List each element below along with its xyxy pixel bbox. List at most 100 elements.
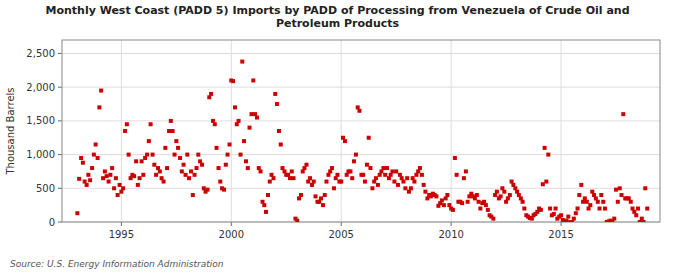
point <box>193 173 197 177</box>
point <box>215 146 219 150</box>
point <box>213 122 217 126</box>
point <box>147 139 151 143</box>
point <box>620 193 624 197</box>
point <box>103 169 107 173</box>
point <box>158 169 162 173</box>
point <box>405 176 409 180</box>
point <box>348 169 352 173</box>
point <box>616 200 620 204</box>
point <box>268 180 272 184</box>
point <box>352 159 356 163</box>
point <box>97 105 101 109</box>
point <box>442 203 446 207</box>
point <box>271 176 275 180</box>
point <box>79 156 83 160</box>
point <box>502 190 506 194</box>
grid <box>62 40 660 222</box>
point <box>145 153 149 157</box>
y-axis-label: Thousand Barrels <box>5 87 16 175</box>
x-tick-label: 2005 <box>328 229 353 240</box>
grid-line <box>62 53 660 54</box>
point <box>390 169 394 173</box>
point <box>460 201 464 205</box>
point <box>154 173 158 177</box>
point <box>127 153 131 157</box>
point <box>385 166 389 170</box>
grid-line <box>231 40 232 222</box>
point <box>376 183 380 187</box>
point <box>244 159 248 163</box>
point <box>565 219 569 222</box>
point <box>209 92 213 96</box>
point <box>116 193 120 197</box>
point <box>343 139 347 143</box>
point <box>451 208 455 212</box>
point <box>110 166 114 170</box>
point <box>629 200 633 204</box>
point <box>477 200 481 204</box>
point <box>242 139 246 143</box>
x-tick <box>451 222 452 226</box>
point <box>403 186 407 190</box>
point <box>579 183 583 187</box>
point <box>288 176 292 180</box>
point <box>462 176 466 180</box>
point <box>312 180 316 184</box>
point <box>174 139 178 143</box>
point <box>88 178 92 182</box>
point <box>224 163 228 167</box>
point <box>396 183 400 187</box>
point <box>486 208 490 212</box>
point <box>101 176 105 180</box>
point <box>96 156 100 160</box>
point <box>218 180 222 184</box>
point <box>422 183 426 187</box>
point <box>304 163 308 167</box>
y-tick <box>58 120 62 121</box>
point <box>308 176 312 180</box>
y-tick-label: 2,500 <box>26 48 55 59</box>
y-tick-label: 1,000 <box>26 149 55 160</box>
point <box>552 212 556 216</box>
point <box>566 215 570 219</box>
point <box>601 200 605 204</box>
point <box>548 207 552 211</box>
point <box>140 159 144 163</box>
point <box>361 173 365 177</box>
point <box>335 173 339 177</box>
y-tick <box>58 188 62 189</box>
y-tick <box>58 87 62 88</box>
point <box>401 180 405 184</box>
points <box>75 60 649 222</box>
point <box>508 193 512 197</box>
y-tick-label: 0 <box>49 217 55 228</box>
point <box>420 173 424 177</box>
point <box>239 153 243 157</box>
point <box>412 180 416 184</box>
point <box>118 183 122 187</box>
point <box>136 183 140 187</box>
point <box>264 210 268 214</box>
point <box>491 217 495 221</box>
point <box>539 208 543 212</box>
point <box>273 92 277 96</box>
point <box>541 182 545 186</box>
point <box>151 153 155 157</box>
point <box>478 207 482 211</box>
point <box>618 186 622 190</box>
point <box>108 173 112 177</box>
point <box>240 60 244 64</box>
point <box>319 196 323 200</box>
x-tick <box>341 222 342 226</box>
x-tick <box>121 222 122 226</box>
point <box>182 163 186 167</box>
point <box>237 119 241 123</box>
plot-frame <box>62 40 660 222</box>
point <box>445 193 449 197</box>
point <box>332 186 336 190</box>
point <box>114 176 118 180</box>
point <box>475 193 479 197</box>
point <box>495 190 499 194</box>
y-tick <box>58 222 62 223</box>
point <box>522 207 526 211</box>
